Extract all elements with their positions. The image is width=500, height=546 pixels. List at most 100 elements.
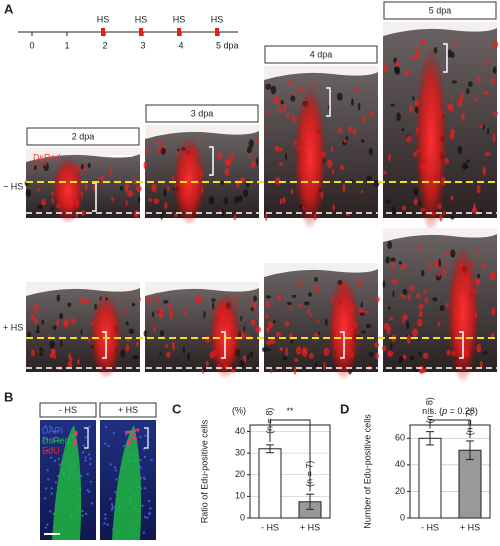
cell <box>360 190 364 194</box>
nucleus <box>45 438 49 441</box>
cell <box>211 298 216 302</box>
cell <box>407 294 411 301</box>
cell <box>151 183 157 192</box>
cell <box>388 306 391 310</box>
nucleus <box>45 487 48 490</box>
cell <box>80 210 86 216</box>
nucleus <box>139 466 142 469</box>
y-axis-label: Ratio of Edu-positive cells <box>199 419 209 523</box>
cell <box>399 356 404 362</box>
cell <box>248 139 254 149</box>
edu-cell <box>136 428 140 432</box>
dsred-tissue <box>112 425 142 540</box>
cell <box>131 302 136 307</box>
edu-cell <box>72 442 76 446</box>
bracket <box>84 427 89 449</box>
cell <box>282 103 286 113</box>
cell <box>265 300 270 308</box>
x-tick-label: + HS <box>300 522 320 532</box>
cell <box>279 198 283 205</box>
cell <box>220 180 224 186</box>
cell <box>365 323 371 329</box>
cell <box>476 184 481 194</box>
nucleus <box>142 476 146 479</box>
cell <box>273 95 279 104</box>
nucleus <box>149 507 152 510</box>
cell <box>443 210 446 216</box>
cell <box>153 325 156 333</box>
nucleus <box>89 457 92 461</box>
cell <box>409 355 415 361</box>
cell <box>49 353 55 358</box>
cell <box>383 322 390 330</box>
cell <box>261 346 268 353</box>
cell <box>421 269 425 277</box>
cell <box>80 163 84 170</box>
cell <box>466 88 470 95</box>
cell <box>361 330 366 334</box>
cell <box>432 297 438 302</box>
cell <box>437 321 440 328</box>
cell <box>288 80 293 86</box>
plot-frame <box>409 424 491 519</box>
edu-cell <box>73 439 77 443</box>
bracket <box>209 146 214 176</box>
cell <box>182 345 185 354</box>
cell <box>413 188 419 196</box>
cell <box>454 39 457 48</box>
cell <box>137 196 141 204</box>
cell <box>30 349 35 357</box>
bracket <box>443 43 448 73</box>
cell <box>250 307 254 312</box>
cell <box>481 263 487 268</box>
sample-size: (n = 7) <box>304 461 314 487</box>
cell <box>42 162 48 166</box>
nucleus <box>80 475 83 478</box>
cell <box>392 290 395 298</box>
cell <box>450 195 454 201</box>
nucleus <box>143 455 147 459</box>
cell <box>296 346 302 355</box>
edu-cell <box>132 432 136 436</box>
bar <box>258 448 282 519</box>
cell <box>418 303 424 310</box>
cell <box>413 198 418 205</box>
nucleus <box>104 517 107 520</box>
cell <box>482 351 488 355</box>
cell <box>208 196 215 205</box>
cell <box>88 337 91 343</box>
cell <box>160 147 166 155</box>
cell <box>313 277 318 282</box>
edu-cell <box>125 430 129 434</box>
cell <box>205 360 209 367</box>
nucleus <box>150 458 153 462</box>
cell <box>133 178 137 185</box>
cell <box>153 198 160 204</box>
cell <box>490 271 496 281</box>
cell <box>249 351 254 358</box>
cell <box>448 104 454 112</box>
cell <box>41 198 47 206</box>
significance-bracket <box>269 419 311 492</box>
bracket <box>326 87 331 117</box>
cell <box>30 313 35 321</box>
nucleus <box>47 478 50 481</box>
cell <box>125 344 130 352</box>
cell <box>439 304 445 312</box>
cell <box>374 342 380 348</box>
cell <box>361 116 366 123</box>
timeline-label: 2 <box>102 40 107 50</box>
cell <box>314 285 317 290</box>
cell <box>400 263 407 270</box>
stage-box <box>26 127 140 146</box>
cell <box>243 189 249 198</box>
cell <box>436 273 441 277</box>
heat-shock-label: HS <box>135 14 148 24</box>
cell <box>298 88 301 94</box>
cell <box>85 299 90 304</box>
cell <box>368 352 374 357</box>
cell <box>53 352 57 360</box>
cell <box>392 278 398 285</box>
cell <box>157 307 163 316</box>
cell <box>342 184 346 193</box>
